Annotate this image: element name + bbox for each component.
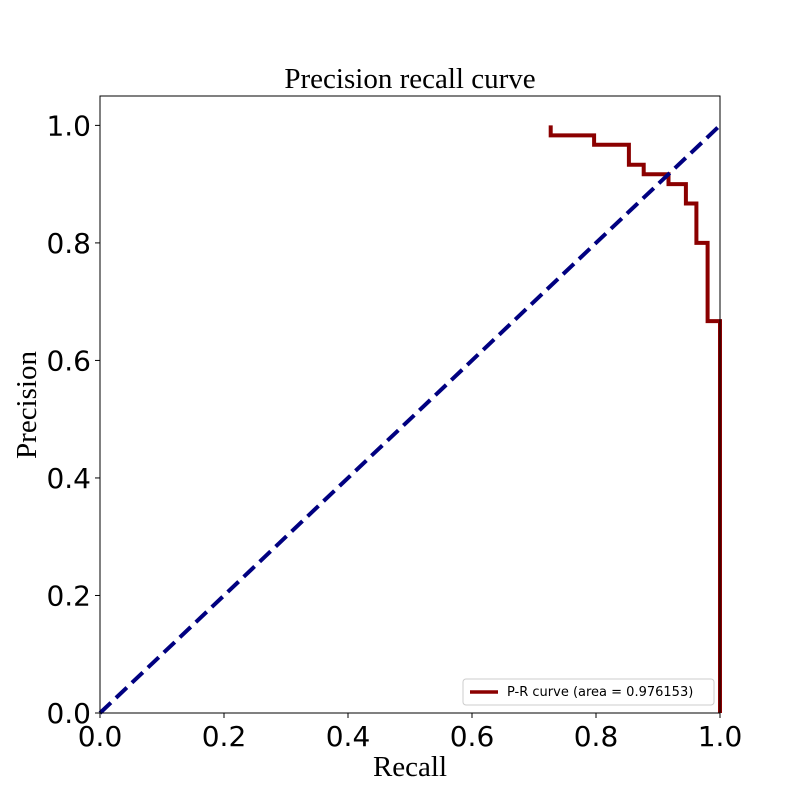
y-tick-label: 0.6 xyxy=(46,344,91,377)
chart-title: Precision recall curve xyxy=(284,63,535,95)
legend-box xyxy=(462,678,715,706)
y-tick-label: 0.2 xyxy=(46,579,91,612)
x-tick-label: 1.0 xyxy=(698,720,743,753)
legend: P-R curve (area = 0.976153) xyxy=(462,678,715,706)
x-tick-label: 0.8 xyxy=(574,720,619,753)
pr-curve-line xyxy=(548,125,722,713)
legend-label-pr-curve: P-R curve (area = 0.976153) xyxy=(507,685,693,700)
plot-frame xyxy=(99,95,721,714)
y-tick-label: 0.0 xyxy=(46,697,91,730)
x-axis-ticks: 0.0 0.2 0.4 0.6 0.8 1.0 xyxy=(78,713,743,753)
x-tick-label: 0.0 xyxy=(78,720,123,753)
diagonal-reference-line xyxy=(98,123,722,715)
plot-area xyxy=(98,123,722,715)
y-tick-label: 1.0 xyxy=(46,109,91,142)
x-axis-label: Recall xyxy=(373,751,447,783)
y-tick-label: 0.8 xyxy=(46,227,91,260)
y-axis-ticks: 0.0 0.2 0.4 0.6 0.8 1.0 xyxy=(46,109,100,730)
y-axis-label: Precision xyxy=(11,351,43,459)
y-tick-label: 0.4 xyxy=(46,462,91,495)
x-tick-label: 0.6 xyxy=(450,720,495,753)
x-tick-label: 0.4 xyxy=(326,720,371,753)
x-tick-label: 0.2 xyxy=(202,720,247,753)
